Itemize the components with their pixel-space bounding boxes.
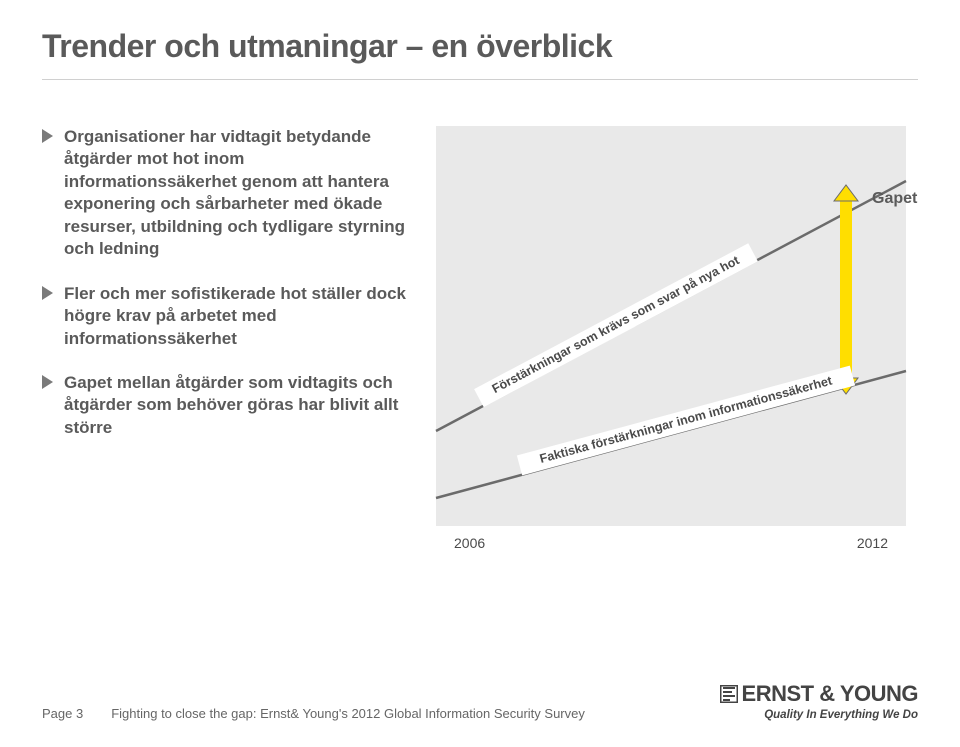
chart-column: GapetFörstärkningar som krävs som svar p… xyxy=(436,126,916,526)
title-divider xyxy=(42,79,918,80)
x-axis-label-start: 2006 xyxy=(454,535,485,551)
bullet-triangle-icon xyxy=(42,286,53,300)
bullet-triangle-icon xyxy=(42,375,53,389)
ey-tagline: Quality In Everything We Do xyxy=(718,709,918,721)
bullet-item: Gapet mellan åtgärder som vidtagits och … xyxy=(42,372,412,439)
gap-bar xyxy=(840,201,852,378)
page-number: Page 3 xyxy=(42,706,83,721)
ey-logo: ERNST & YOUNG xyxy=(718,681,918,707)
footer-left: Page 3 Fighting to close the gap: Ernst&… xyxy=(42,706,585,721)
bullet-text: Organisationer har vidtagit betydande åt… xyxy=(64,127,405,258)
slide: Trender och utmaningar – en överblick Or… xyxy=(0,0,960,747)
bullet-item: Fler och mer sofistikerade hot ställer d… xyxy=(42,283,412,350)
bullet-column: Organisationer har vidtagit betydande åt… xyxy=(42,126,412,526)
x-axis-label-end: 2012 xyxy=(857,535,888,551)
content-row: Organisationer har vidtagit betydande åt… xyxy=(42,126,918,526)
gap-chart: GapetFörstärkningar som krävs som svar p… xyxy=(436,126,906,526)
footer-caption: Fighting to close the gap: Ernst& Young'… xyxy=(111,706,585,721)
ey-logo-text: ERNST & YOUNG xyxy=(742,681,918,707)
bullet-item: Organisationer har vidtagit betydande åt… xyxy=(42,126,412,261)
page-title: Trender och utmaningar – en överblick xyxy=(42,28,918,65)
gap-label: Gapet xyxy=(872,190,918,207)
ey-mark-icon xyxy=(718,683,740,705)
bullet-text: Gapet mellan åtgärder som vidtagits och … xyxy=(64,373,398,437)
bullet-triangle-icon xyxy=(42,129,53,143)
bullet-text: Fler och mer sofistikerade hot ställer d… xyxy=(64,284,406,348)
chart-background xyxy=(436,126,906,526)
bullet-list: Organisationer har vidtagit betydande åt… xyxy=(42,126,412,439)
footer: Page 3 Fighting to close the gap: Ernst&… xyxy=(0,681,960,721)
ey-logo-block: ERNST & YOUNG Quality In Everything We D… xyxy=(718,681,918,721)
